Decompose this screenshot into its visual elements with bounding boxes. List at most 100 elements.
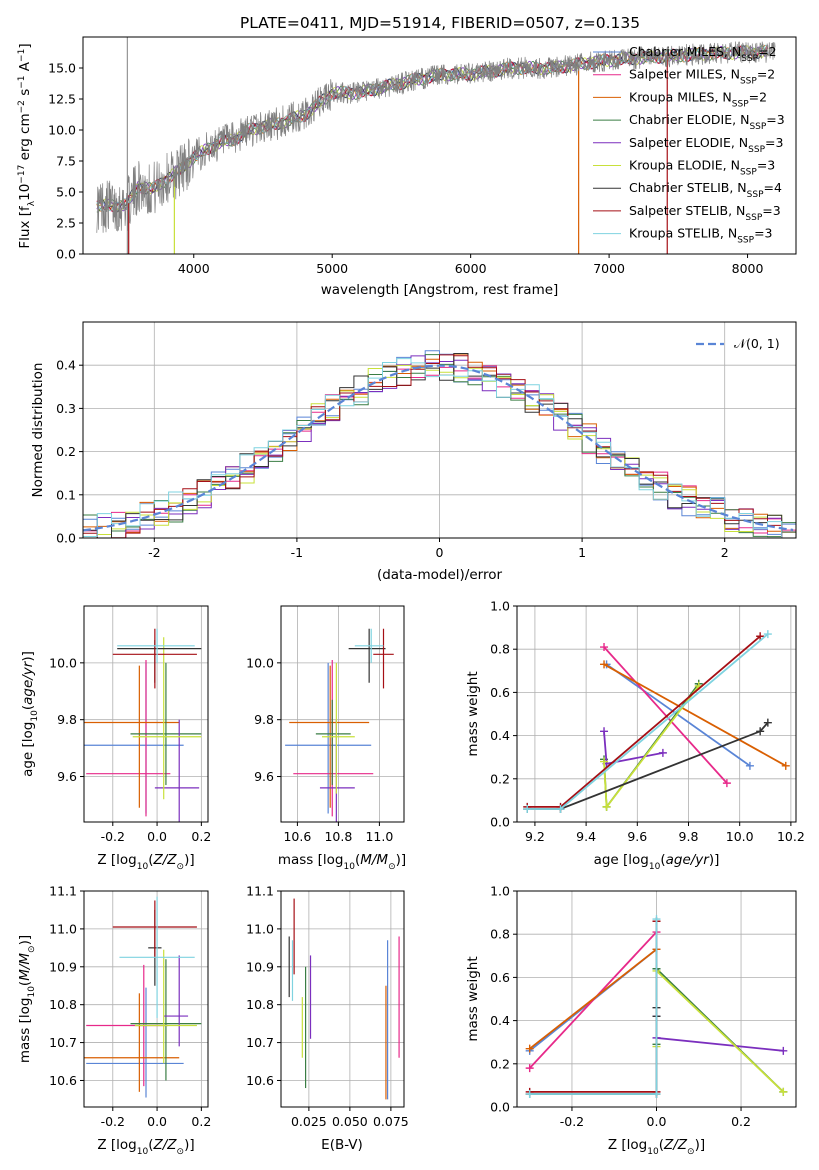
histogram-salpeter-stelib [83, 354, 796, 538]
y-axis-label: mass weight [465, 671, 481, 756]
x-axis-label: Z [log10(Z/Z⊙)] [97, 1137, 194, 1157]
errorbar-point-salpeter-stelib [373, 628, 394, 689]
weight-marker [523, 805, 532, 814]
weight-series-kroupa-stelib [523, 630, 772, 814]
errorbar-point-chabrier-elodie [315, 699, 351, 786]
errorbar-point-salpeter-elodie [154, 719, 200, 822]
errorbar-point-chabrier-miles [86, 987, 184, 1098]
legend-label: Kroupa MILES, NSSP=2 [629, 89, 767, 109]
x-axis-label: wavelength [Angstrom, rest frame] [321, 282, 559, 298]
errorbar-point-chabrier-elodie [130, 959, 202, 1081]
x-tick-label: 10.8 [324, 829, 352, 844]
y-axis-label: mass weight [465, 956, 481, 1041]
errorbar-point-salpeter-stelib [112, 628, 197, 689]
x-tick-label: -0.2 [101, 1114, 125, 1129]
x-tick-label: 0.025 [291, 1114, 327, 1129]
legend-label: Salpeter MILES, NSSP=2 [629, 67, 775, 87]
x-tick-label: 10.2 [777, 829, 805, 844]
weight-series-salpeter-elodie [652, 1012, 788, 1055]
x-tick-label: -0.2 [101, 829, 125, 844]
y-tick-label: 0.2 [490, 1056, 510, 1071]
weight-marker [600, 727, 609, 736]
errorbar-point-chabrier-elodie [130, 662, 202, 786]
y-tick-label: 0.3 [56, 401, 76, 416]
x-tick-label: 5000 [316, 261, 348, 276]
y-tick-label: 15.0 [48, 61, 76, 76]
y-tick-label: 10.9 [49, 959, 77, 974]
y-tick-label: 2.5 [56, 216, 76, 231]
errorbar-point-salpeter-elodie [163, 955, 189, 1047]
x-tick-label: 8000 [732, 261, 764, 276]
weight-line [603, 683, 700, 810]
y-tick-label: 0.0 [56, 531, 76, 546]
y-tick-label: 10.0 [48, 123, 76, 138]
x-tick-label: -2 [148, 545, 160, 560]
y-tick-label: 9.8 [57, 712, 77, 727]
x-axis-label: Z [log10(Z/Z⊙)] [97, 852, 194, 872]
x-tick-label: 9.2 [525, 829, 545, 844]
axes-frame [83, 605, 209, 823]
y-tick-label: 1.0 [490, 599, 510, 614]
weight-series-salpeter-stelib [523, 632, 765, 811]
weight-marker [600, 757, 609, 766]
x-tick-label: 0.2 [731, 1114, 751, 1129]
histogram-chabrier-stelib [83, 353, 796, 538]
weight-marker [756, 632, 765, 641]
legend-label: Chabrier ELODIE, NSSP=3 [629, 112, 785, 132]
chart-spectrum: 4000 5000 6000 7000 8000 0.0 2.5 5.0 7.5 10.0 12.5… [17, 36, 797, 298]
legend-label: Salpeter ELODIE, NSSP=3 [629, 135, 783, 155]
y-tick-label: 11.0 [49, 921, 77, 936]
y-axis-label: age [log10(age/yr)] [20, 651, 40, 777]
weight-marker [600, 660, 609, 669]
plot-area [84, 628, 202, 822]
errorbar-point-chabrier-miles [285, 662, 372, 814]
x-axis-label: age [log10(age/yr)] [594, 852, 720, 872]
y-tick-label: 0.8 [490, 927, 510, 942]
y-tick-label: 1.0 [490, 884, 510, 899]
y-tick-label: 0.2 [490, 771, 510, 786]
chart-age-vs-z: -0.2 0.0 0.2 9.6 9.8 10.0 Z [log10(Z/Z⊙)] age [… [20, 605, 211, 872]
x-tick-label: 0.050 [332, 1114, 368, 1129]
y-tick-label: 5.0 [56, 185, 76, 200]
y-tick-label: 0.8 [490, 642, 510, 657]
y-tick-label: 10.0 [49, 655, 77, 670]
observed-spectrum [96, 41, 776, 233]
errorbar-point-kroupa-elodie [134, 949, 197, 1064]
weight-marker [525, 1044, 534, 1053]
weight-series-kroupa-miles [600, 660, 790, 770]
y-axis-label: mass [log10(M/M⊙)] [17, 935, 37, 1063]
y-tick-label: 10.8 [246, 997, 274, 1012]
x-tick-label: -0.2 [560, 1114, 584, 1129]
y-tick-label: 10.0 [246, 655, 274, 670]
plot-area [83, 350, 796, 538]
y-tick-label: 0.0 [490, 815, 510, 830]
weight-marker [652, 915, 661, 924]
x-tick-label: 6000 [455, 261, 487, 276]
weight-line [529, 921, 658, 1093]
x-axis-label: E(B-V) [321, 1137, 363, 1153]
chart-mass-vs-ebv: 0.025 0.050 0.075 10.6 10.7 10.8 10.9 11.0 11.1 E… [246, 884, 409, 1154]
weight-series-kroupa-elodie [652, 966, 788, 1096]
weight-marker [602, 802, 611, 811]
y-tick-label: 10.6 [49, 1073, 77, 1088]
x-tick-label: 9.8 [679, 829, 699, 844]
x-tick-label: 0.2 [191, 829, 211, 844]
weight-series-kroupa-miles [525, 945, 661, 1053]
weight-line [655, 968, 784, 1093]
x-tick-label: 0.0 [147, 829, 167, 844]
y-tick-label: 0.0 [56, 247, 76, 262]
y-tick-label: 0.6 [490, 685, 510, 700]
weight-series-salpeter-stelib [525, 917, 661, 1096]
weight-series-salpeter-miles [600, 643, 731, 788]
axes-frame [280, 890, 405, 1108]
weight-line [606, 663, 751, 767]
y-tick-label: 9.8 [254, 712, 274, 727]
y-tick-label: 10.9 [246, 959, 274, 974]
weight-marker [763, 630, 772, 639]
histogram-kroupa-stelib [83, 358, 796, 538]
legend-label: Salpeter STELIB, NSSP=3 [629, 203, 781, 223]
x-axis-label: mass [log10(M/M⊙)] [278, 852, 406, 872]
y-tick-label: 11.0 [246, 921, 274, 936]
weight-marker [556, 805, 565, 814]
y-tick-label: 0.2 [56, 444, 76, 459]
